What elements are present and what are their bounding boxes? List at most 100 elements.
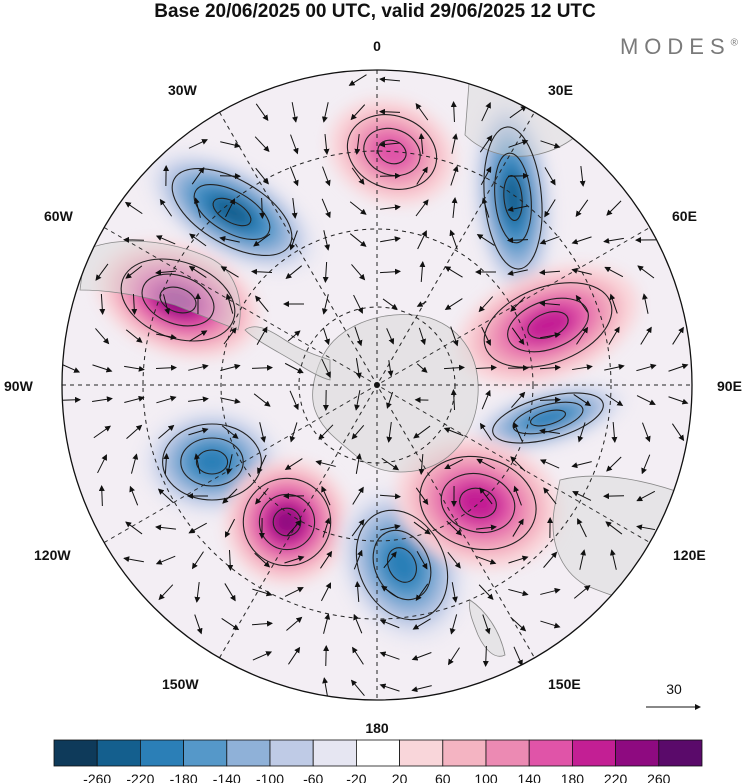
wind-arrow: [259, 197, 266, 219]
wind-arrow: [124, 201, 143, 215]
wind-arrow: [252, 588, 273, 597]
wind-arrow: [418, 327, 426, 346]
wind-arrow: [62, 396, 81, 403]
wind-arrow: [539, 428, 560, 435]
wind-arrow: [191, 551, 204, 570]
wind-arrow: [289, 166, 299, 187]
wind-arrow: [606, 200, 622, 216]
lon-label-90e: 90E: [717, 378, 742, 394]
wind-arrow: [289, 390, 299, 411]
wind-arrow: [131, 293, 138, 315]
colorbar-label: 20: [392, 771, 408, 783]
wind-arrow: [92, 396, 113, 403]
wind-arrow: [129, 485, 139, 506]
antarctic-peninsula: [244, 326, 331, 381]
lon-label-120e: 120E: [673, 547, 706, 563]
wind-arrow: [286, 519, 302, 536]
wind-arrow: [379, 108, 401, 115]
anomaly-blob: [469, 382, 627, 454]
wind-arrow: [450, 389, 457, 411]
wind-arrow: [189, 330, 208, 342]
colorbar-label: 100: [474, 771, 498, 783]
wind-arrow: [98, 485, 105, 507]
wind-arrow: [507, 172, 529, 179]
wind-arrow: [507, 205, 528, 212]
wind-arrow: [354, 134, 361, 155]
wind-arrow: [189, 233, 207, 247]
wind-arrow: [413, 425, 431, 439]
colorbar-swatch: [442, 739, 487, 767]
wind-arrow: [510, 296, 526, 312]
wind-arrow: [253, 233, 271, 247]
wind-arrow: [354, 581, 361, 603]
wind-arrow: [125, 521, 143, 535]
wind-arrow: [444, 266, 463, 278]
wind-arrow: [159, 198, 173, 217]
wind-arrow: [476, 524, 497, 531]
contour-lines: [120, 114, 613, 621]
wind-arrow: [354, 390, 361, 411]
wind-arrow: [479, 487, 493, 505]
wind-arrow: [220, 141, 241, 149]
wind-arrow: [220, 266, 239, 278]
wind-arrow: [351, 424, 365, 440]
colorbar-swatch: [572, 739, 617, 767]
wind-arrow: [286, 616, 303, 631]
colorbar-label: 60: [435, 771, 451, 783]
wind-arrow: [93, 425, 111, 439]
lon-label-120w: 120W: [34, 547, 71, 563]
anomaly-blob: [395, 436, 561, 570]
colorbar-swatch: [658, 739, 703, 767]
wind-arrow: [572, 491, 592, 501]
wind-arrow: [642, 422, 651, 443]
wind-arrow: [636, 490, 656, 502]
lon-label-60w: 60W: [44, 208, 74, 224]
wind-arrow: [539, 236, 560, 245]
wind-arrow: [379, 493, 401, 500]
wind-arrow: [386, 391, 394, 409]
wind-arrow: [508, 555, 529, 564]
wind-arrow: [251, 620, 273, 627]
wind-arrow: [95, 263, 109, 281]
wind-arrow: [285, 265, 303, 279]
wind-arrow: [291, 102, 298, 123]
wind-arrow: [225, 454, 233, 475]
wind-arrow: [321, 485, 331, 506]
wind-arrow: [97, 454, 107, 474]
wind-arrow: [155, 555, 176, 565]
colorbar-label: 260: [647, 771, 671, 783]
wind-arrow: [446, 520, 462, 536]
wind-arrow: [511, 391, 526, 408]
wind-arrow: [510, 616, 527, 632]
wind-arrow: [413, 521, 431, 535]
wind-arrow: [379, 141, 401, 148]
wind-arrow: [380, 524, 401, 531]
wind-arrow: [475, 364, 497, 371]
wind-arrow: [672, 326, 684, 345]
wind-arrow: [386, 328, 395, 345]
wind-arrow: [636, 363, 657, 372]
wind-arrow: [450, 165, 459, 186]
wind-arrow: [449, 229, 458, 250]
wind-arrow: [188, 139, 208, 149]
wind-arrow: [92, 364, 113, 373]
colorbar: -260 -220 -180 -140 -100 -60 -20 20 60 100 140 180 2…: [53, 739, 703, 783]
wind-arrow: [284, 362, 304, 374]
wind-arrow: [124, 395, 145, 403]
wind-arrow: [284, 458, 303, 471]
wind-arrow: [606, 456, 622, 472]
map-disc: [62, 70, 692, 700]
wind-arrow: [539, 300, 561, 307]
wind-arrow: [480, 166, 492, 186]
wind-arrow: [478, 296, 494, 313]
wind-arrow: [350, 679, 365, 696]
colorbar-label: -60: [303, 771, 323, 783]
wind-arrow: [155, 364, 177, 371]
wind-arrow: [289, 422, 298, 443]
colorbar-label: -180: [170, 771, 198, 783]
wind-arrow: [379, 651, 400, 660]
wind-arrow: [573, 585, 591, 599]
wind-arrow: [416, 363, 428, 373]
wind-arrow: [415, 103, 429, 121]
wind-arrow: [156, 395, 177, 404]
